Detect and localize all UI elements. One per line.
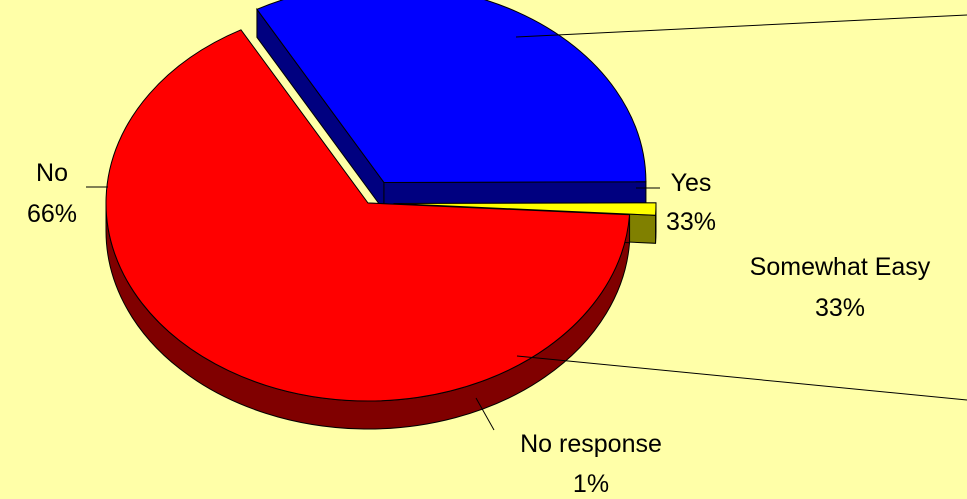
breakout-connector-top bbox=[515, 14, 967, 38]
slice-label-no-response: No response bbox=[520, 430, 662, 458]
slice-labels: No 66% Yes 33% No response 1% Somewhat E… bbox=[27, 159, 931, 498]
slice-value-yes: 33% bbox=[666, 208, 716, 236]
leader-no-response bbox=[475, 397, 495, 431]
slice-yes bbox=[256, 0, 647, 183]
slice-label-yes: Yes bbox=[671, 169, 712, 197]
slice-no-response bbox=[393, 202, 657, 216]
breakout-connector-bottom bbox=[516, 355, 967, 401]
slice-value-no-response: 1% bbox=[573, 470, 609, 498]
breakout-value: 33% bbox=[815, 294, 865, 322]
breakout-label: Somewhat Easy bbox=[750, 253, 931, 281]
leader-lines bbox=[86, 14, 967, 431]
pie-tops bbox=[105, 0, 657, 402]
slice-label-no: No bbox=[36, 159, 68, 187]
slice-value-no: 66% bbox=[27, 200, 77, 228]
slice-no bbox=[105, 29, 631, 402]
